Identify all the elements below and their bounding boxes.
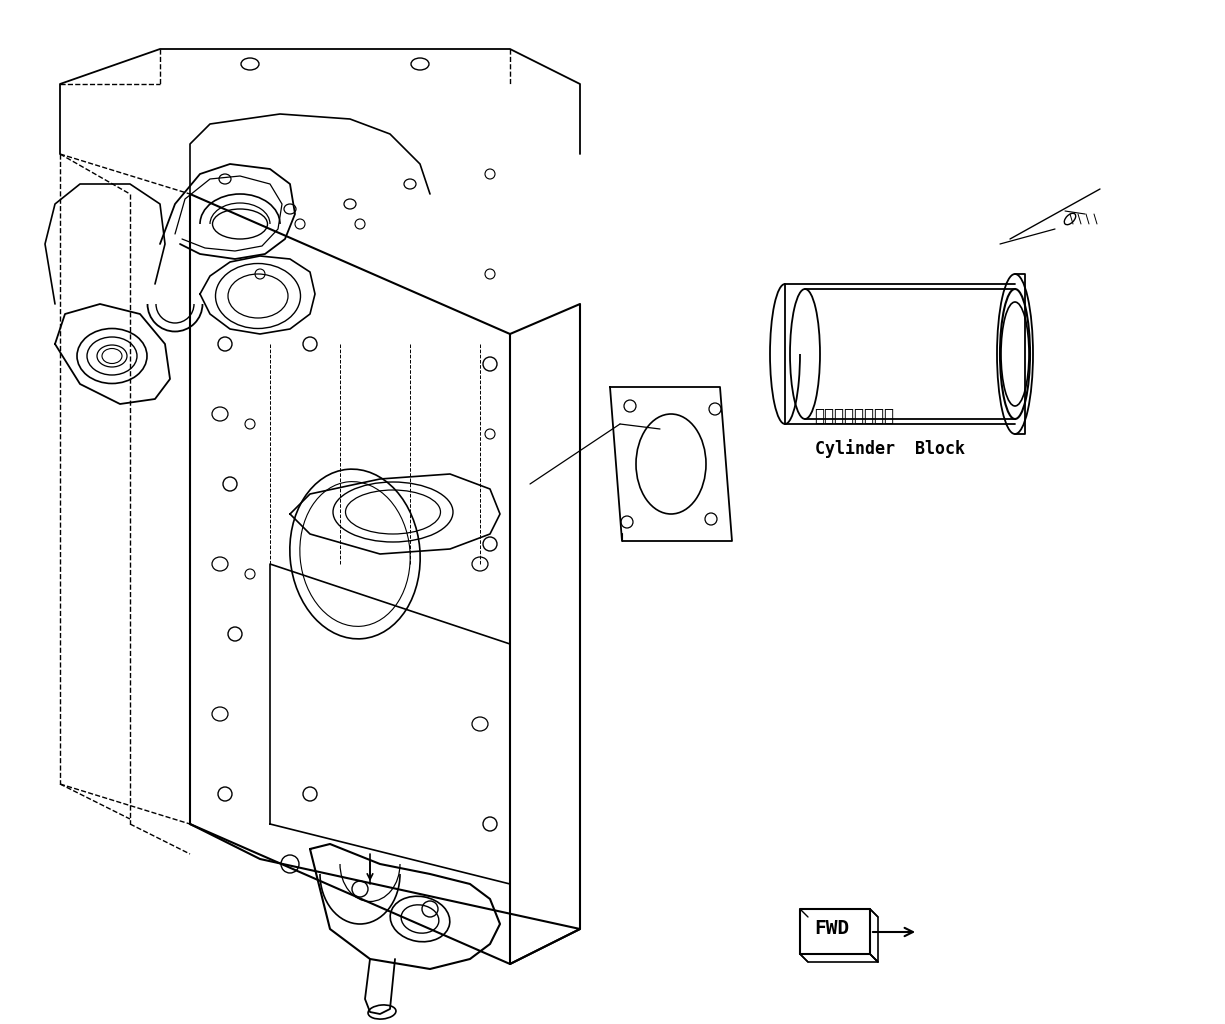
Text: FWD: FWD bbox=[815, 920, 850, 939]
Text: シリンダブロック: シリンダブロック bbox=[815, 407, 894, 425]
Text: Cylinder  Block: Cylinder Block bbox=[815, 438, 964, 458]
